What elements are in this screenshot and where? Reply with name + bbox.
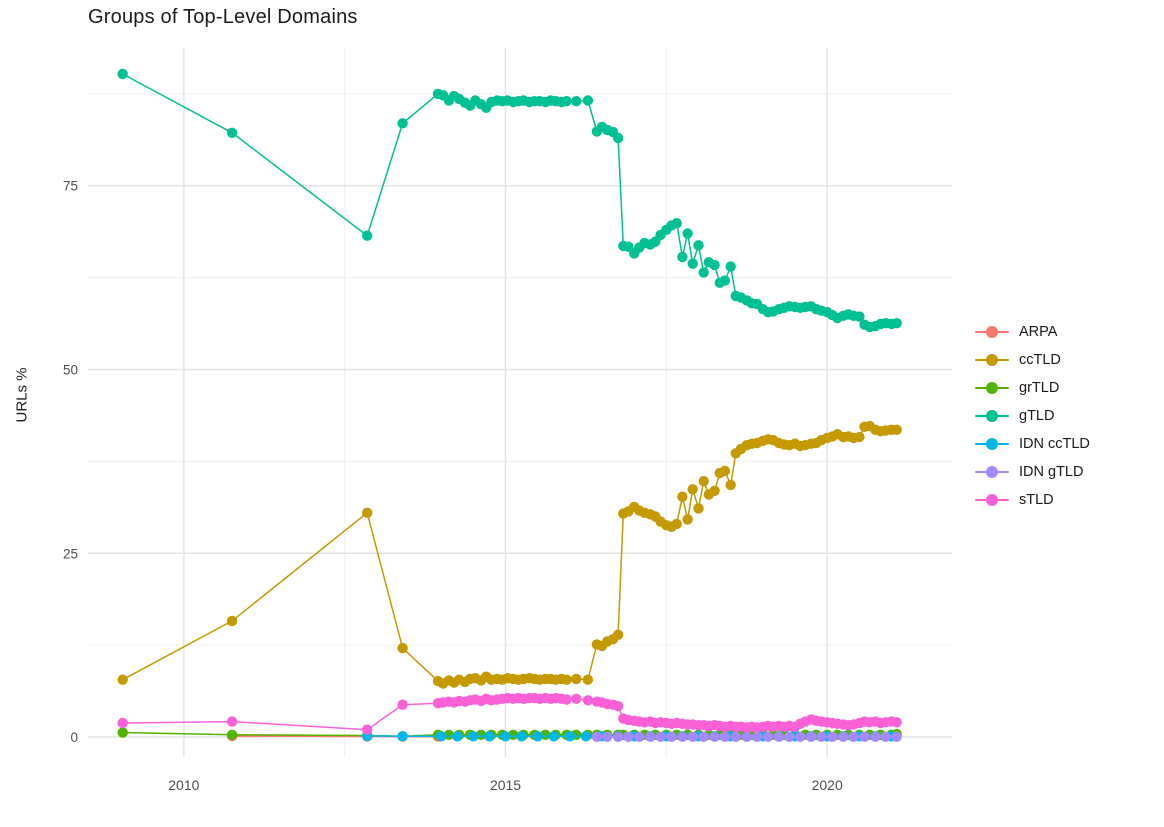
legend-item-arpa: ARPA bbox=[975, 318, 1090, 346]
legend-item-idn-gtld: IDN gTLD bbox=[975, 458, 1090, 486]
y-tick-label: 25 bbox=[63, 546, 78, 561]
x-tick-label: 2020 bbox=[812, 777, 843, 793]
legend-item-stld: sTLD bbox=[975, 486, 1090, 514]
series-points-cctld bbox=[117, 420, 902, 689]
legend-item-cctld: ccTLD bbox=[975, 346, 1090, 374]
y-axis-title: URLs % bbox=[13, 367, 31, 423]
x-tick-label: 2010 bbox=[168, 777, 199, 793]
series-line-gtld bbox=[122, 73, 897, 328]
gridlines-major bbox=[88, 48, 952, 757]
legend-label-idn-gtld: IDN gTLD bbox=[1019, 464, 1084, 480]
legend-label-gtld: gTLD bbox=[1019, 408, 1055, 424]
legend-label-grtld: grTLD bbox=[1019, 380, 1060, 396]
legend-item-gtld: gTLD bbox=[975, 402, 1090, 430]
legend-item-idn-cctld: IDN ccTLD bbox=[975, 430, 1090, 458]
legend-dot-stld bbox=[986, 494, 998, 506]
series-points-gtld bbox=[117, 68, 902, 333]
y-tick-label: 0 bbox=[70, 730, 78, 745]
legend: ARPA ccTLD grTLD gTLD IDN ccTLD IDN gTLD… bbox=[975, 318, 1090, 514]
legend-key-line-gtld bbox=[975, 410, 1009, 422]
legend-dot-idn-gtld bbox=[986, 466, 998, 478]
x-axis-tick-labels: 2010 2015 2020 bbox=[168, 777, 843, 793]
legend-dot-idn-cctld bbox=[986, 438, 998, 450]
legend-label-arpa: ARPA bbox=[1019, 324, 1058, 340]
legend-dot-gtld bbox=[986, 410, 998, 422]
legend-dot-cctld bbox=[986, 354, 998, 366]
y-tick-label: 75 bbox=[63, 179, 78, 194]
legend-item-grtld: grTLD bbox=[975, 374, 1090, 402]
x-tick-label: 2015 bbox=[490, 777, 521, 793]
legend-key-line-arpa bbox=[975, 326, 1009, 338]
y-axis-tick-labels: 0 25 50 75 bbox=[63, 179, 78, 745]
legend-label-cctld: ccTLD bbox=[1019, 352, 1061, 368]
legend-key-line-stld bbox=[975, 494, 1009, 506]
y-tick-label: 50 bbox=[63, 362, 78, 377]
legend-dot-grtld bbox=[986, 382, 998, 394]
legend-label-stld: sTLD bbox=[1019, 492, 1054, 508]
legend-key-line-grtld bbox=[975, 382, 1009, 394]
legend-dot-arpa bbox=[986, 326, 998, 338]
series-points-stld bbox=[117, 692, 902, 735]
legend-label-idn-cctld: IDN ccTLD bbox=[1019, 436, 1090, 452]
gridlines-minor bbox=[88, 48, 952, 757]
chart-title: Groups of Top-Level Domains bbox=[88, 6, 358, 28]
series-points-idn-gtld bbox=[591, 731, 902, 742]
legend-key-line-idn-cctld bbox=[975, 438, 1009, 450]
legend-key-line-cctld bbox=[975, 354, 1009, 366]
legend-key-line-idn-gtld bbox=[975, 466, 1009, 478]
